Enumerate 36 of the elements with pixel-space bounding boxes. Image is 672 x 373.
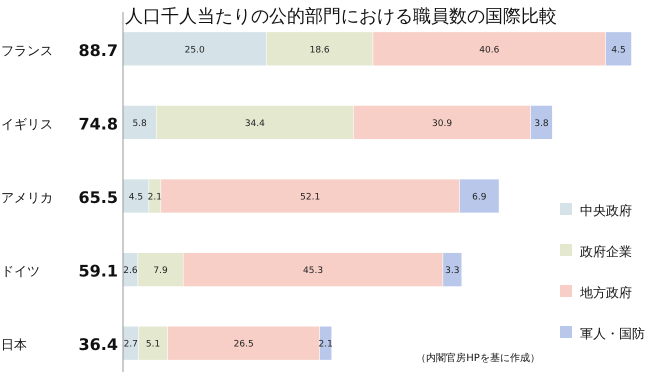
legend-label: 中央政府: [580, 203, 632, 219]
y-tick-label: フランス: [1, 44, 53, 59]
data-label: 18.6: [310, 45, 330, 56]
annotation: （内閣官房HPを基に作成）: [416, 352, 540, 364]
data-label: 45.3: [303, 266, 324, 276]
total-label: 88.7: [78, 40, 118, 60]
y-tick-label: ドイツ: [1, 264, 40, 280]
legend-label: 地方政府: [579, 285, 632, 301]
data-label: 3.3: [445, 266, 460, 276]
data-label: 52.1: [300, 192, 320, 202]
data-label: 2.1: [148, 192, 162, 202]
data-label: 34.4: [244, 118, 266, 129]
data-label: 25.0: [184, 45, 205, 56]
total-label: 74.8: [78, 114, 118, 134]
data-label: 7.9: [153, 266, 168, 276]
data-label: 4.5: [128, 192, 144, 202]
data-label: 2.1: [318, 340, 333, 350]
y-tick-label: アメリカ: [1, 191, 53, 206]
y-tick-label: 日本: [1, 338, 27, 354]
data-label: 2.6: [123, 266, 138, 276]
data-label: 30.9: [432, 118, 452, 129]
legend-label: 政府企業: [580, 244, 632, 260]
total-label: 65.5: [78, 188, 118, 207]
y-tick-label: イギリス: [1, 117, 53, 132]
total-label: 59.1: [78, 262, 118, 281]
data-label: 26.5: [234, 340, 254, 350]
data-label: 3.8: [534, 118, 549, 129]
data-label: 40.6: [479, 45, 500, 56]
data-label: 2.7: [124, 340, 138, 350]
data-label: 5.8: [132, 118, 148, 129]
data-label: 6.9: [472, 192, 487, 202]
data-label: 4.5: [611, 45, 626, 56]
total-label: 36.4: [78, 335, 118, 354]
chart-title: 人口千人当たりの公的部門における職員数の国際比較: [125, 6, 557, 27]
legend-label: 軍人・国防: [580, 327, 645, 342]
data-label: 5.1: [146, 340, 160, 350]
